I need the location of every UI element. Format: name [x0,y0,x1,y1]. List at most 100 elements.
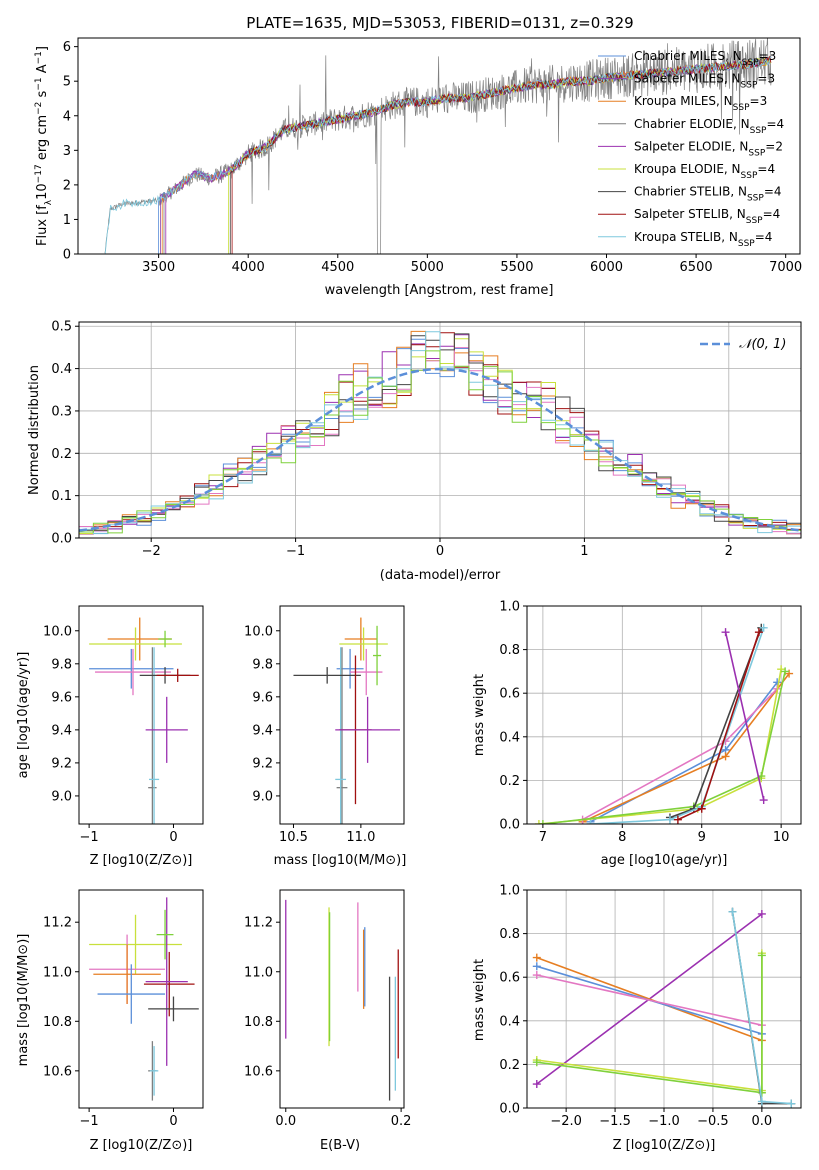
series-marker [532,953,541,962]
y-tick-label: 0.3 [51,404,72,419]
y-tick-label: 0.2 [51,447,72,462]
series-line-chabrier_miles [590,681,778,823]
x-tick-label: −1.0 [648,1114,680,1129]
y-axis-label: mass weight [472,674,487,756]
mass_vs_Z-plot-area [89,897,199,1101]
y-tick-label: 0.4 [499,1014,520,1029]
x-tick-label: 0 [436,544,444,559]
series-marker [781,667,790,676]
errorbar-point [158,630,172,648]
y-tick-label: 1 [63,213,71,228]
errorbar-point [95,648,171,696]
errorbar-point [97,964,166,1024]
residual-histogram-kroupa_stelib [79,331,801,538]
y-tick-label: 10.0 [43,624,72,639]
y-tick-label: 0.0 [499,1102,520,1117]
series-marker [759,796,768,805]
series-marker [673,815,682,824]
residuals-plot-area [79,322,801,538]
y-axis-label: mass [log10(M/M⊙)] [16,934,31,1067]
axes-frame [78,605,204,825]
series-marker [538,820,547,824]
errorbar-point [156,909,174,960]
y-tick-label: 9.2 [51,756,72,771]
y-tick-label: 10.0 [244,624,273,639]
x-tick-label: 9 [698,830,706,845]
y-tick-label: 0.0 [499,818,520,833]
x-axis-label: wavelength [Angstrom, rest frame] [325,283,554,298]
legend-label: Salpeter MILES, NSSP=3 [634,72,775,91]
x-axis-label: E(B-V) [320,1138,360,1153]
y-tick-label: 11.2 [43,916,72,931]
x-axis-label: (data-model)/error [380,568,501,583]
y-tick-label: 0.4 [51,362,72,377]
axes-frame [279,605,405,825]
series-marker [757,951,766,960]
series-marker [754,628,763,637]
y-tick-label: 10.6 [43,1064,72,1079]
y-tick-label: 1.0 [499,884,520,899]
series-marker [697,804,706,813]
x-tick-label: 5500 [500,260,533,275]
normal-curve [79,367,801,532]
y-axis-label: mass weight [472,959,487,1041]
x-axis-label: Z [log10(Z/Z⊙)] [90,853,193,868]
y-tick-label: 9.0 [51,789,72,804]
series-marker [532,1058,541,1067]
age_vs_Z-plot-area [89,617,199,824]
x-tick-label: 6500 [680,260,713,275]
x-axis-label: age [log10(age/yr)] [601,853,728,868]
y-tick-label: 2 [63,178,71,193]
y-tick-label: 0.2 [499,1058,520,1073]
series-marker [665,815,674,824]
x-tick-label: 5000 [411,260,444,275]
errorbar-point [344,617,378,661]
legend-label: Chabrier STELIB, NSSP=4 [634,185,782,204]
y-tick-label: 1.0 [499,600,520,615]
axes-frame [78,889,204,1109]
massweight_vs_age-plot-area [527,606,801,824]
x-tick-label: 0 [169,830,177,845]
errorbar-point [156,668,199,682]
series-line-kroupa_elodie [536,953,763,1092]
y-tick-label: 4 [63,109,71,124]
x-tick-label: 0.2 [391,1114,412,1129]
series-marker [728,907,737,916]
errorbar-point [335,647,347,824]
legend-label: Chabrier MILES, NSSP=3 [634,49,776,68]
y-tick-label: 0.6 [499,687,520,702]
y-axis-label: age [log10(age/yr)] [16,652,31,779]
y-tick-label: 10.8 [244,1015,273,1030]
x-tick-label: −2 [142,544,161,559]
x-tick-label: 4500 [321,260,354,275]
legend-label: Chabrier ELODIE, NSSP=4 [634,117,784,136]
legend: Chabrier MILES, NSSP=3 Salpeter MILES, NS… [598,49,784,249]
legend-label: Salpeter STELIB, NSSP=4 [634,207,780,226]
x-axis-label: Z [log10(Z/Z⊙)] [613,1138,716,1153]
y-tick-label: 10.8 [43,1015,72,1030]
series-line-chabrier_stelib [669,627,763,819]
x-tick-label: −1.5 [599,1114,631,1129]
x-tick-label: 0.0 [752,1114,773,1129]
series-line-green [542,671,786,824]
legend-label: Kroupa ELODIE, NSSP=4 [634,162,775,181]
y-tick-label: 9.2 [252,756,273,771]
errorbar-point [89,627,182,661]
y-tick-label: 3 [63,144,71,159]
x-tick-label: 7 [539,830,547,845]
series-marker [757,1088,766,1097]
y-axis-label: Normed distribution [27,365,42,495]
x-tick-label: 3500 [142,260,175,275]
series-marker [721,628,730,637]
age_vs_mass-plot-area [293,617,400,824]
errorbar-point [149,647,160,824]
x-tick-label: −1 [286,544,305,559]
series-line-kroupa_miles [536,956,763,1042]
y-tick-label: 0.0 [51,532,72,547]
series-marker [534,820,543,824]
mass_vs_ebv-plot-area [285,899,399,1101]
errorbar-point [145,696,188,763]
y-tick-label: 0 [63,248,71,263]
errorbar-point [293,667,361,684]
